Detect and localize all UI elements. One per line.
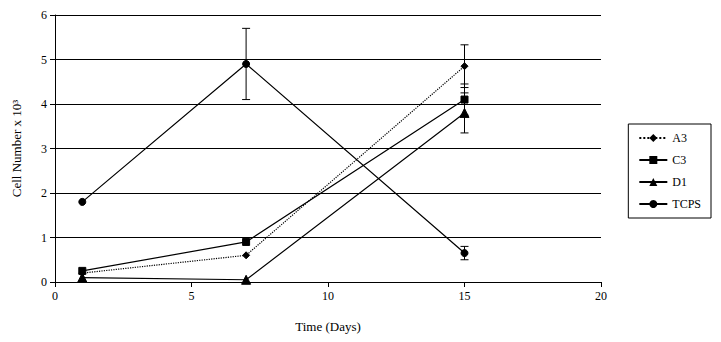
svg-text:TCPS: TCPS [672, 197, 701, 211]
svg-text:Cell Number x 10³: Cell Number x 10³ [9, 100, 24, 198]
svg-text:2: 2 [41, 186, 47, 200]
svg-text:Time (Days): Time (Days) [295, 319, 361, 334]
svg-text:D1: D1 [672, 175, 687, 189]
svg-text:0: 0 [52, 289, 58, 303]
svg-text:1: 1 [41, 231, 47, 245]
svg-text:3: 3 [41, 142, 47, 156]
svg-text:A3: A3 [672, 131, 687, 145]
svg-text:5: 5 [189, 289, 195, 303]
svg-text:6: 6 [41, 8, 47, 22]
svg-text:0: 0 [41, 275, 47, 289]
svg-text:15: 15 [459, 289, 471, 303]
svg-text:20: 20 [595, 289, 607, 303]
svg-text:5: 5 [41, 53, 47, 67]
svg-text:4: 4 [41, 97, 47, 111]
svg-text:C3: C3 [672, 153, 686, 167]
svg-text:10: 10 [322, 289, 334, 303]
